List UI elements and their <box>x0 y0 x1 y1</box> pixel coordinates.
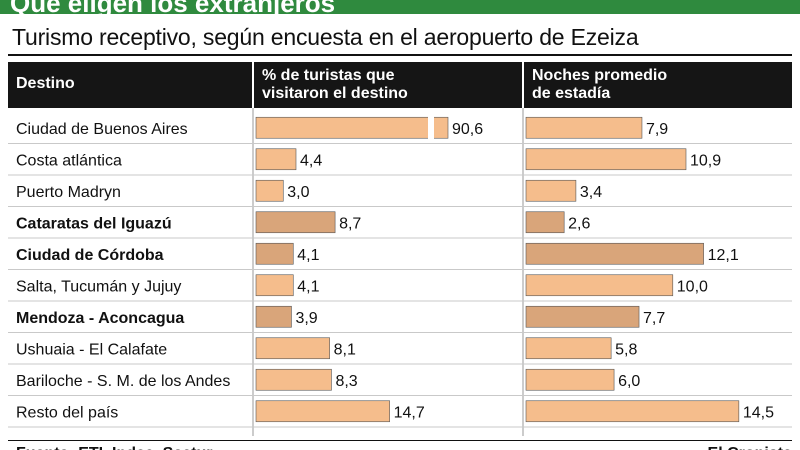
nights-value-label: 14,5 <box>743 404 774 421</box>
headline-band <box>0 0 800 14</box>
footer <box>0 440 800 450</box>
visit-value-label: 14,7 <box>394 404 425 421</box>
visit-value-label: 90,6 <box>452 121 483 138</box>
nights-bar <box>525 368 615 391</box>
nights-value-label: 3,4 <box>580 184 602 201</box>
chart-subtitle: Turismo receptivo, según encuesta en el … <box>12 24 639 50</box>
nights-bar <box>525 305 640 328</box>
nights-bar <box>525 400 740 423</box>
category-label: Mendoza - Aconcagua <box>16 310 184 327</box>
nights-value-label: 5,8 <box>615 341 637 358</box>
visit-value-label: 8,1 <box>334 341 356 358</box>
visit-value-label: 8,3 <box>335 373 357 390</box>
nights-value-label: 10,0 <box>677 278 708 295</box>
category-label: Ciudad de Córdoba <box>16 247 164 264</box>
visit-bar <box>255 116 449 139</box>
visit-value-label: 3,9 <box>295 310 317 327</box>
category-label: Costa atlántica <box>16 152 122 169</box>
nights-value-label: 7,9 <box>646 121 668 138</box>
nights-value-label: 10,9 <box>690 152 721 169</box>
nights-value-label: 7,7 <box>643 310 665 327</box>
nights-bar <box>525 211 565 234</box>
visit-bar <box>255 242 294 265</box>
credit-note: El Cronista <box>708 445 793 450</box>
category-label: Ciudad de Buenos Aires <box>16 121 188 138</box>
visit-bar <box>255 305 292 328</box>
nights-value-label: 2,6 <box>568 215 590 232</box>
nights-bar <box>525 337 612 360</box>
category-label: Salta, Tucumán y Jujuy <box>16 278 181 295</box>
visit-bar <box>255 274 294 297</box>
column-header-visitaron-line2: visitaron el destino <box>262 85 408 102</box>
nights-bar <box>525 179 577 202</box>
column-header-noches-line2: de estadía <box>532 85 611 102</box>
visit-value-label: 8,7 <box>339 215 361 232</box>
category-label: Cataratas del Iguazú <box>16 215 172 232</box>
visit-value-label: 4,1 <box>297 278 319 295</box>
visit-bar <box>255 148 297 171</box>
category-label: Bariloche - S. M. de los Andes <box>16 373 230 390</box>
column-header-visitaron: % de turistas que visitaron el destino <box>254 62 522 108</box>
nights-bar <box>525 116 643 139</box>
visit-bar <box>255 400 390 423</box>
visit-bar <box>255 368 332 391</box>
nights-bar <box>525 148 687 171</box>
column-header-destino-label: Destino <box>16 75 75 92</box>
headline: Qué eligen los extranjeros <box>10 0 336 18</box>
visit-value-label: 3,0 <box>287 184 309 201</box>
nights-bar <box>525 274 674 297</box>
footer-divider <box>8 440 792 441</box>
subtitle-divider <box>8 54 792 56</box>
column-header-noches: Noches promedio de estadía <box>524 62 792 108</box>
nights-value-label: 6,0 <box>618 373 640 390</box>
visit-bar <box>255 211 336 234</box>
visit-value-label: 4,4 <box>300 152 322 169</box>
visit-bar-break <box>428 116 434 140</box>
nights-value-label: 12,1 <box>708 247 739 264</box>
visit-bar <box>255 179 284 202</box>
category-label: Resto del país <box>16 404 118 421</box>
category-label: Puerto Madryn <box>16 184 121 201</box>
visit-value-label: 4,1 <box>297 247 319 264</box>
nights-bar <box>525 242 704 265</box>
source-note: Fuente: ETI, Indec, Sectur <box>16 445 212 450</box>
column-header-visitaron-line1: % de turistas que <box>262 67 395 84</box>
category-label: Ushuaia - El Calafate <box>16 341 167 358</box>
visit-bar <box>255 337 330 360</box>
column-header-destino: Destino <box>8 62 252 108</box>
column-header-noches-line1: Noches promedio <box>532 67 668 84</box>
